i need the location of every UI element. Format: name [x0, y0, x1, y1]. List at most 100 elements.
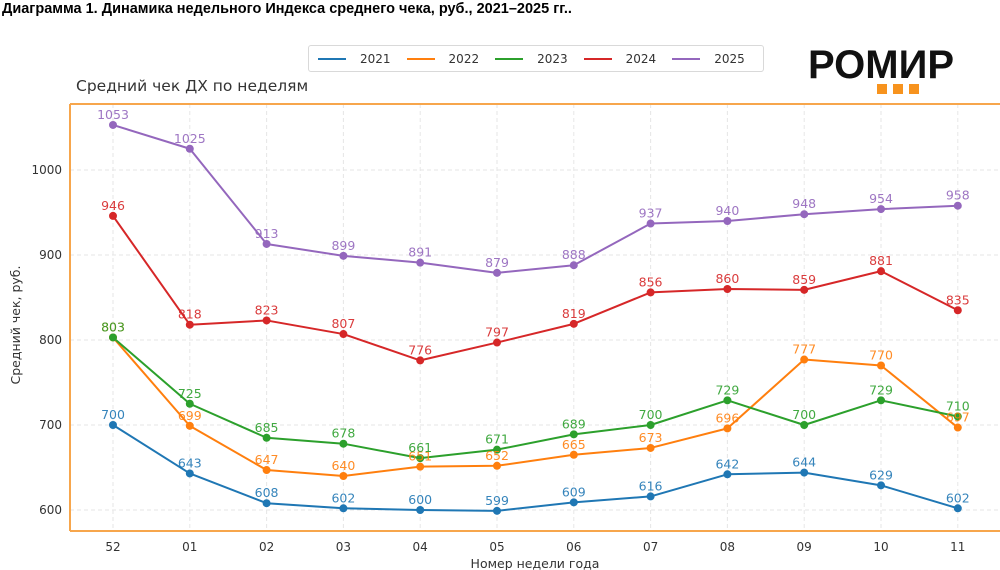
- data-point-2024: [646, 288, 655, 297]
- data-point-2023: [339, 439, 348, 448]
- data-point-2022: [262, 466, 271, 475]
- logo-dot: [893, 84, 903, 94]
- data-point-2024: [185, 320, 194, 329]
- data-point-2025: [953, 201, 962, 210]
- data-label-2024: 856: [639, 274, 663, 289]
- data-point-2022: [646, 443, 655, 452]
- data-label-2021: 629: [869, 467, 893, 482]
- data-label-2022: 699: [178, 408, 202, 423]
- x-tick-label: 52: [105, 540, 120, 554]
- legend-swatch: [583, 57, 612, 60]
- data-label-2022: 803: [101, 319, 125, 334]
- data-label-2022: 770: [869, 348, 893, 363]
- data-point-2022: [877, 361, 885, 370]
- data-point-2024: [723, 285, 732, 293]
- data-label-2025: 888: [562, 247, 586, 262]
- data-label-2022: 640: [331, 458, 355, 473]
- data-label-2021: 608: [255, 485, 279, 500]
- data-label-2023: 689: [562, 416, 586, 431]
- data-point-2023: [416, 454, 425, 463]
- data-label-2025: 1053: [97, 107, 129, 122]
- data-point-2024: [493, 338, 501, 347]
- data-label-2022: 696: [715, 410, 739, 425]
- x-tick-label: 07: [643, 540, 658, 554]
- legend-item-2024: 2024: [583, 51, 657, 66]
- data-point-2023: [262, 433, 271, 442]
- data-point-2021: [800, 468, 809, 477]
- figure-title: Диаграмма 1. Динамика недельного Индекса…: [2, 1, 572, 17]
- data-label-2025: 891: [408, 245, 432, 260]
- data-point-2024: [569, 319, 578, 328]
- legend-item-2023: 2023: [495, 52, 568, 66]
- data-label-2022: 652: [485, 448, 509, 463]
- data-point-2023: [723, 396, 732, 405]
- data-label-2021: 642: [715, 456, 739, 471]
- y-tick-label: 900: [39, 248, 62, 262]
- data-point-2023: [953, 412, 962, 421]
- data-point-2022: [493, 461, 501, 470]
- data-label-2023: 700: [639, 407, 663, 422]
- data-point-2025: [109, 120, 117, 129]
- data-point-2022: [185, 421, 194, 430]
- series-line-2023: [112, 336, 959, 460]
- data-label-2021: 600: [408, 492, 432, 507]
- data-label-2025: 937: [639, 206, 663, 221]
- data-label-2021: 599: [485, 493, 509, 508]
- data-point-2024: [262, 316, 271, 325]
- y-tick-label: 800: [39, 333, 62, 347]
- data-label-2021: 644: [792, 455, 816, 470]
- logo-dot: [877, 84, 887, 94]
- data-point-2025: [646, 219, 655, 228]
- data-label-2024: 835: [946, 292, 970, 307]
- data-point-2021: [493, 506, 501, 515]
- y-axis-label: Средний чек, руб.: [8, 266, 23, 385]
- data-label-2023: 803: [101, 319, 125, 334]
- data-label-2025: 948: [792, 196, 816, 211]
- data-point-2025: [339, 251, 348, 260]
- x-tick-label: 02: [259, 540, 274, 554]
- logo-dot: [909, 84, 919, 94]
- data-point-2022: [416, 462, 425, 471]
- x-tick-label: 11: [950, 540, 965, 554]
- legend-item-2021: 2021: [318, 52, 391, 66]
- data-point-2024: [416, 356, 425, 365]
- legend-swatch: [406, 57, 435, 60]
- data-point-2024: [109, 211, 117, 220]
- data-label-2022: 777: [792, 342, 816, 357]
- data-label-2023: 671: [485, 432, 509, 447]
- legend-swatch: [672, 57, 701, 60]
- data-label-2024: 818: [178, 307, 202, 322]
- data-label-2023: 729: [715, 382, 739, 397]
- data-label-2023: 678: [331, 426, 355, 441]
- x-axis-label: Номер недели года: [471, 556, 600, 570]
- data-label-2025: 879: [485, 255, 509, 270]
- data-point-2023: [109, 333, 117, 342]
- x-tick-label: 01: [182, 540, 197, 554]
- data-label-2021: 609: [562, 484, 586, 499]
- x-tick-label: 03: [336, 540, 351, 554]
- data-point-2025: [800, 210, 809, 219]
- series-line-2022: [112, 336, 959, 477]
- data-point-2021: [877, 481, 885, 490]
- data-point-2021: [185, 469, 194, 478]
- chart-legend: 2021 2022 2023 2024 2025: [308, 45, 764, 72]
- x-tick-label: 05: [489, 540, 504, 554]
- data-label-2024: 859: [792, 272, 816, 287]
- data-label-2022: 673: [639, 430, 663, 445]
- data-label-2021: 602: [946, 490, 970, 505]
- data-label-2024: 776: [408, 342, 432, 357]
- data-point-2021: [262, 499, 271, 508]
- x-tick-label: 04: [413, 540, 428, 554]
- legend-swatch: [318, 57, 346, 60]
- data-label-2024: 819: [562, 306, 586, 321]
- data-label-2025: 913: [255, 226, 279, 241]
- data-point-2023: [185, 399, 194, 408]
- data-point-2022: [339, 472, 348, 480]
- legend-label: 2024: [625, 51, 657, 66]
- data-point-2025: [262, 239, 271, 248]
- legend-swatch: [495, 57, 524, 60]
- data-label-2025: 958: [946, 188, 970, 203]
- data-point-2025: [569, 261, 578, 270]
- data-label-2023: 710: [946, 399, 970, 414]
